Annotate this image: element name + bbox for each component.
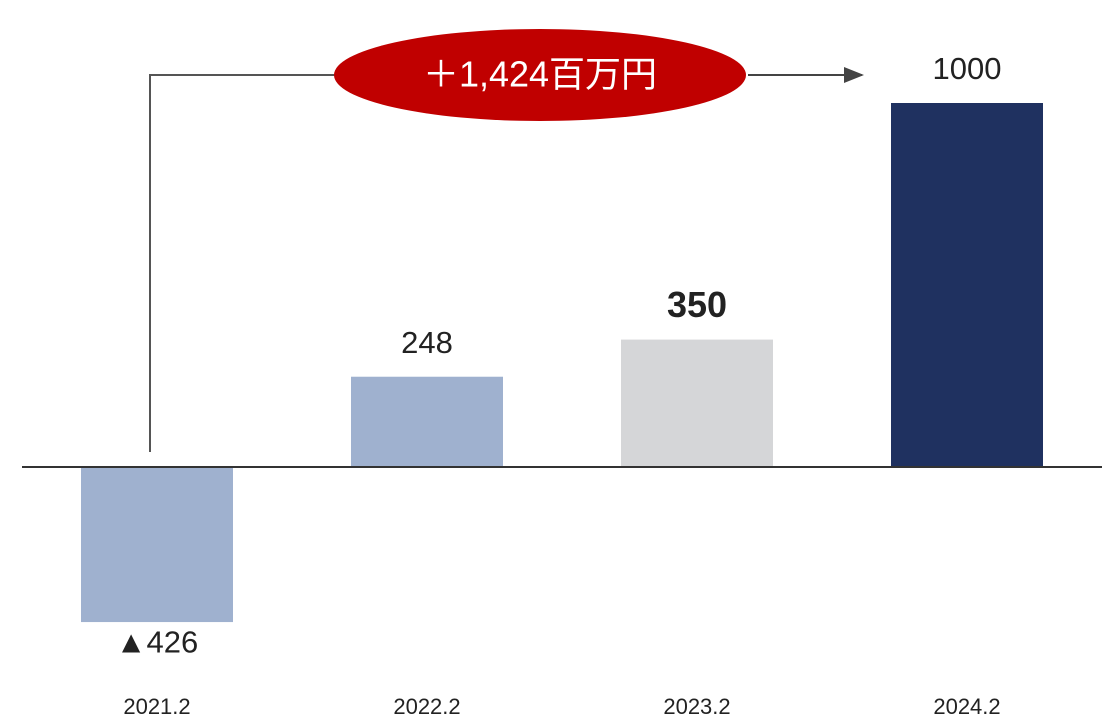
x-tick-label: 2024.2 <box>933 694 1000 719</box>
value-label: 248 <box>401 325 453 360</box>
value-label: 1000 <box>933 51 1002 86</box>
bar <box>351 376 503 467</box>
annotation-bubble <box>334 29 746 121</box>
bracket-line <box>149 74 335 452</box>
bar <box>621 339 773 467</box>
value-label: ▲426 <box>116 624 198 659</box>
annotation: ＋1,424百万円 <box>423 54 657 95</box>
x-tick-label: 2022.2 <box>393 694 460 719</box>
bar <box>891 103 1043 467</box>
bar <box>81 467 233 623</box>
x-tick-label: 2023.2 <box>663 694 730 719</box>
value-label: 350 <box>667 284 727 325</box>
x-tick-label: 2021.2 <box>123 694 190 719</box>
